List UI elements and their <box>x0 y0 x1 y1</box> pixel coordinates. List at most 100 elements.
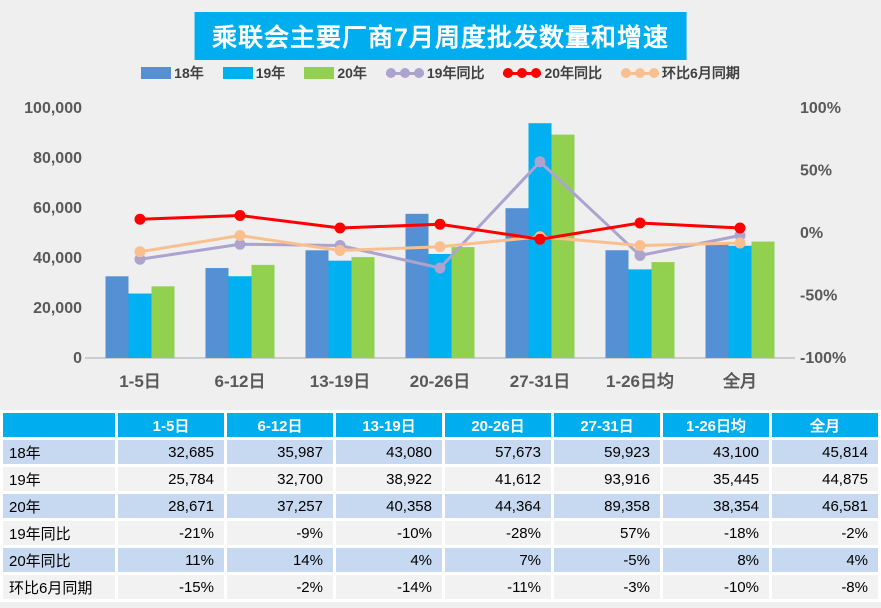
bar-20年-6-12日 <box>251 264 275 358</box>
table-cell: 7% <box>445 548 551 572</box>
point-19年同比-1-26日均 <box>634 250 646 261</box>
bar-18年-20-26日 <box>405 213 429 358</box>
y-axis-left-tick: 40,000 <box>33 250 82 267</box>
table-cell: 38,922 <box>336 467 442 491</box>
table-cell: 11% <box>118 548 224 572</box>
bar-18年-全月 <box>705 243 729 358</box>
bar-20年-27-31日 <box>551 134 575 358</box>
bar-19年-1-26日均 <box>628 269 652 358</box>
point-环比6月同期-20-26日 <box>434 241 446 253</box>
table-cell: 43,100 <box>663 440 769 464</box>
table-cell: 57% <box>554 521 660 545</box>
point-20年同比-27-31日 <box>534 233 546 245</box>
table-cell: -2% <box>772 521 878 545</box>
table-cell: -10% <box>663 575 769 599</box>
table-cell: 25,784 <box>118 467 224 491</box>
table-row-label: 19年 <box>3 467 115 491</box>
bar-19年-13-19日 <box>328 260 352 358</box>
bar-18年-6-12日 <box>205 268 229 358</box>
table-row: 20年 28,671 37,257 40,358 44,364 89,358 38,354 4… <box>3 494 878 518</box>
table-row-label: 20年同比 <box>3 548 115 572</box>
y-axis-left-tick: 80,000 <box>33 150 82 167</box>
table-cell: 44,364 <box>445 494 551 518</box>
y-axis-left-tick: 20,000 <box>33 300 82 317</box>
table-cell: 37,257 <box>227 494 333 518</box>
point-19年同比-20-26日 <box>434 262 446 274</box>
legend-label: 19年同比 <box>426 65 485 81</box>
legend-item: 环比6月同期 <box>621 63 740 83</box>
legend-line-marker-icon <box>385 67 424 79</box>
y-axis-right-tick: -50% <box>800 288 837 305</box>
chart-title: 乘联会主要厂商7月周度批发数量和增速 <box>194 12 687 60</box>
table-cell: 4% <box>772 548 878 572</box>
bar-19年-1-5日 <box>128 293 152 358</box>
table-row: 19年同比 -21% -9% -10% -28% 57% -18% -2% <box>3 521 878 545</box>
table-cell: -18% <box>663 521 769 545</box>
table-cell: -21% <box>118 521 224 545</box>
y-axis-right-tick: 100% <box>800 100 841 117</box>
table-row-label: 19年同比 <box>3 521 115 545</box>
x-axis-label: 20-26日 <box>410 372 470 391</box>
table-column-header: 6-12日 <box>227 413 333 437</box>
bar-19年-6-12日 <box>228 276 252 358</box>
data-table: 1-5日 6-12日 13-19日 20-26日 27-31日 1-26日均 全月 18年 32… <box>0 410 881 602</box>
table-cell: 35,987 <box>227 440 333 464</box>
legend-label: 环比6月同期 <box>662 65 740 81</box>
point-环比6月同期-13-19日 <box>334 245 346 256</box>
table-header-row: 1-5日 6-12日 13-19日 20-26日 27-31日 1-26日均 全月 <box>3 413 878 437</box>
table-cell: -3% <box>554 575 660 599</box>
bar-19年-全月 <box>728 245 752 358</box>
table-row: 18年 32,685 35,987 43,080 57,673 59,923 43,100 4… <box>3 440 878 464</box>
legend-line-marker-icon <box>503 67 542 79</box>
table-cell: 32,685 <box>118 440 224 464</box>
table-column-header: 1-5日 <box>118 413 224 437</box>
x-axis-label: 全月 <box>722 371 757 391</box>
bar-18年-13-19日 <box>305 250 329 358</box>
legend-item: 19年 <box>222 63 286 83</box>
legend-item: 20年 <box>304 63 367 83</box>
point-20年同比-20-26日 <box>434 218 446 230</box>
legend-item: 19年同比 <box>385 63 485 83</box>
legend-label: 18年 <box>174 65 204 81</box>
point-20年同比-全月 <box>734 222 746 234</box>
table-cell: 43,080 <box>336 440 442 464</box>
bar-20年-全月 <box>751 241 775 358</box>
table-cell: 14% <box>227 548 333 572</box>
table-row-label: 环比6月同期 <box>3 575 115 599</box>
x-axis-label: 27-31日 <box>510 372 570 391</box>
table-cell: 44,875 <box>772 467 878 491</box>
table-cell: 41,612 <box>445 467 551 491</box>
table-cell: -10% <box>336 521 442 545</box>
table-column-header: 1-26日均 <box>663 413 769 437</box>
table-cell: 57,673 <box>445 440 551 464</box>
table-cell: 8% <box>663 548 769 572</box>
legend-item: 20年同比 <box>503 63 602 83</box>
x-axis-label: 1-5日 <box>119 372 161 391</box>
point-环比6月同期-1-5日 <box>134 246 146 258</box>
x-axis-label: 6-12日 <box>214 372 265 391</box>
point-20年同比-6-12日 <box>234 210 246 221</box>
table-cell: 32,700 <box>227 467 333 491</box>
legend-label: 19年 <box>255 65 286 81</box>
table-cell: -11% <box>445 575 551 599</box>
table-cell: -28% <box>445 521 551 545</box>
y-axis-left-tick: 0 <box>73 350 82 367</box>
point-19年同比-27-31日 <box>534 156 546 168</box>
bar-20年-1-26日均 <box>651 262 675 358</box>
table-cell: -5% <box>554 548 660 572</box>
legend-bar-swatch-icon <box>141 67 172 79</box>
table-cell: -14% <box>336 575 442 599</box>
table-cell: 4% <box>336 548 442 572</box>
bar-20年-1-5日 <box>151 286 175 358</box>
point-环比6月同期-全月 <box>734 237 746 249</box>
table-cell: -9% <box>227 521 333 545</box>
table-cell: 93,916 <box>554 467 660 491</box>
point-20年同比-13-19日 <box>334 222 346 234</box>
table-row: 19年 25,784 32,700 38,922 41,612 93,916 35,445 4… <box>3 467 878 491</box>
y-axis-left-tick: 60,000 <box>33 200 82 217</box>
y-axis-right-tick: 0% <box>800 225 823 242</box>
table-row: 20年同比 11% 14% 4% 7% -5% 8% 4% <box>3 548 878 572</box>
point-19年同比-6-12日 <box>234 238 246 250</box>
legend-label: 20年同比 <box>544 65 603 81</box>
table-row-label: 20年 <box>3 494 115 518</box>
